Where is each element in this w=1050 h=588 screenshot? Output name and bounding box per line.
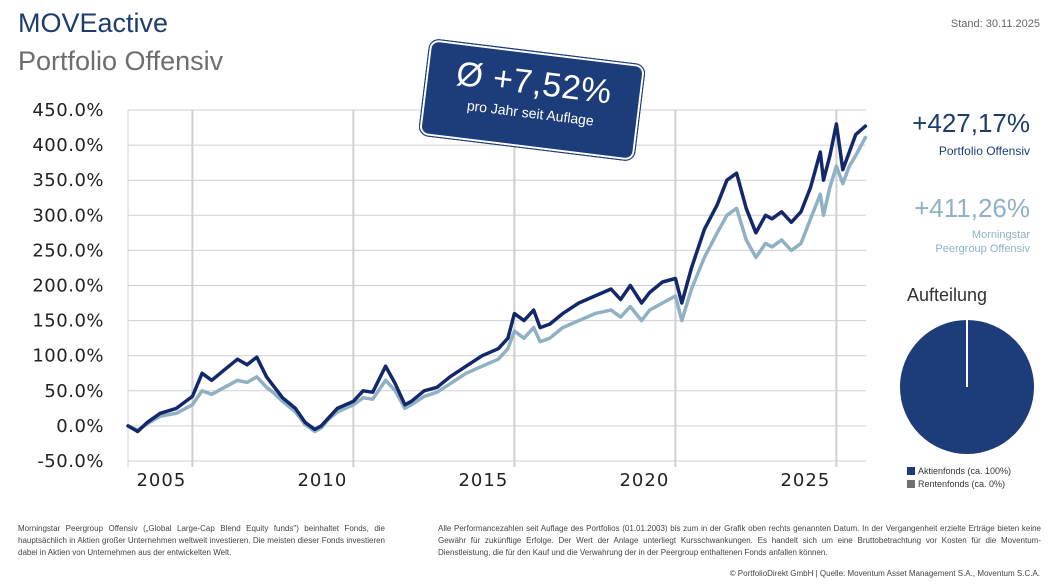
y-tick-label: 350.0% <box>32 170 104 191</box>
y-tick-label: 100.0% <box>32 346 104 367</box>
legend-swatch-aktienfonds <box>907 467 915 475</box>
y-tick-label: 450.0% <box>32 100 104 121</box>
y-tick-label: 400.0% <box>32 135 104 156</box>
app-title: MOVEactive <box>18 8 169 38</box>
legend-label-rentenfonds: Rentenfonds (ca. 0%) <box>918 479 1006 489</box>
performance-line-chart: -50.0% 0.0% 50.0% 100.0% 150.0% 200.0% 250.0% 3… <box>32 100 868 491</box>
y-tick-label: 150.0% <box>32 311 104 332</box>
allocation-legend: Aktienfonds (ca. 100%) Rentenfonds (ca. … <box>907 465 1011 491</box>
peer-label-line2: Peergroup Offensiv <box>935 243 1030 255</box>
footnote-peergroup: Morningstar Peergroup Offensiv („Global … <box>18 524 385 557</box>
peer-performance-value: +411,26% <box>914 193 1030 223</box>
y-tick-label: -50.0% <box>37 451 104 472</box>
x-tick-label: 2020 <box>619 470 669 491</box>
x-tick-label: 2005 <box>136 470 186 491</box>
series-line-portfolio <box>126 122 868 434</box>
legend-label-aktienfonds: Aktienfonds (ca. 100%) <box>918 466 1012 476</box>
legend-item-rentenfonds: Rentenfonds (ca. 0%) <box>907 478 1011 491</box>
portfolio-subtitle: Portfolio Offensiv <box>18 46 224 76</box>
peer-label-line1: Morningstar <box>971 229 1030 241</box>
x-tick-label: 2015 <box>458 470 508 491</box>
series-line-peergroup <box>126 135 868 434</box>
y-tick-label: 250.0% <box>32 240 104 261</box>
y-tick-label: 200.0% <box>32 276 104 297</box>
allocation-title: Aufteilung <box>907 285 988 305</box>
y-tick-label: 300.0% <box>32 205 104 226</box>
legend-item-aktienfonds: Aktienfonds (ca. 100%) <box>907 465 1011 478</box>
peer-performance-label: Morningstar Peergroup Offensiv <box>860 228 1030 256</box>
portfolio-performance-value: +427,17% <box>912 108 1030 138</box>
copyright-source: © PortfolioDirekt GmbH | Quelle: Moventu… <box>729 569 1040 578</box>
as-of-date: Stand: 30.11.2025 <box>950 18 1040 30</box>
x-tick-label: 2025 <box>780 470 830 491</box>
footnote-disclaimer: Alle Performancezahlen seit Auflage des … <box>438 524 1041 557</box>
allocation-pie-chart <box>900 320 1034 454</box>
portfolio-performance-label: Portfolio Offensiv <box>938 144 1030 158</box>
y-tick-label: 50.0% <box>44 381 104 402</box>
legend-swatch-rentenfonds <box>907 480 915 488</box>
y-tick-label: 0.0% <box>56 416 104 437</box>
x-tick-label: 2010 <box>297 470 347 491</box>
